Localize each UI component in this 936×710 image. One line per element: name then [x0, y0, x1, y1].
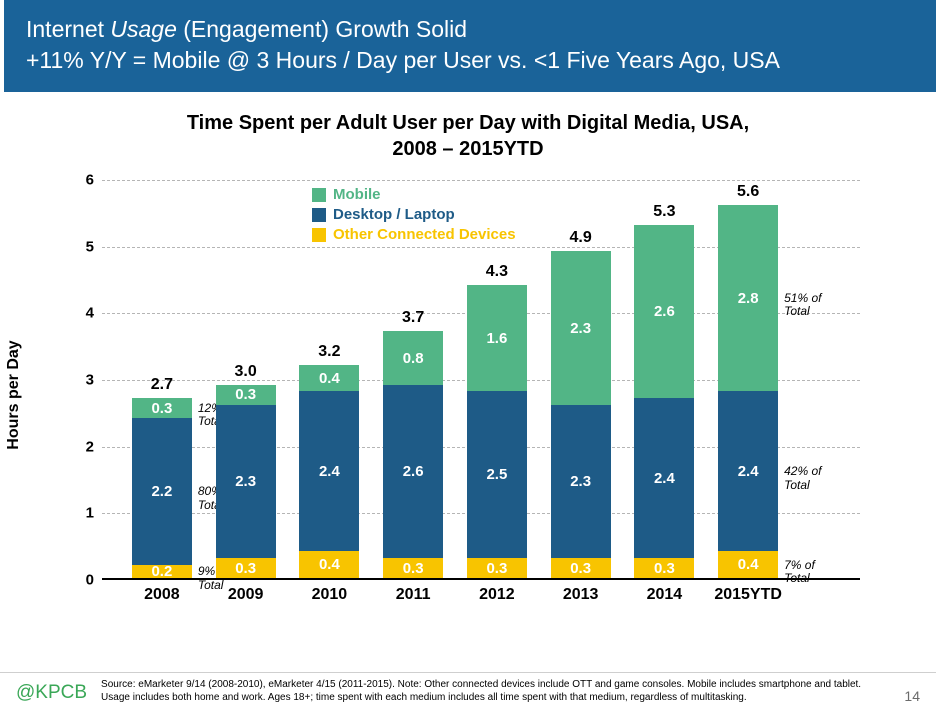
slide-footer: @KPCB Source: eMarketer 9/14 (2008-2010)…	[0, 672, 936, 704]
header-line-2: +11% Y/Y = Mobile @ 3 Hours / Day per Us…	[26, 45, 914, 76]
bar-annotation: 51% ofTotal	[784, 292, 821, 318]
bar-segment: 0.3	[383, 558, 443, 578]
bar-total-label: 5.6	[737, 183, 759, 201]
bar-segment: 0.2	[132, 565, 192, 578]
bar-segment: 0.4	[299, 365, 359, 392]
legend-row: Mobile	[312, 186, 516, 203]
legend-row: Other Connected Devices	[312, 226, 516, 243]
bar-segment: 0.3	[216, 385, 276, 405]
chart-plot: 012345620080.32.20.22.712% ofTotal80% of…	[102, 180, 860, 580]
y-tick-label: 2	[86, 438, 94, 455]
bar-segment: 0.4	[718, 551, 778, 578]
bar-total-label: 4.9	[570, 229, 592, 247]
bar-total-label: 4.3	[486, 263, 508, 281]
y-tick-label: 5	[86, 238, 94, 255]
legend-label: Mobile	[333, 186, 381, 203]
legend-swatch	[312, 228, 326, 242]
bar-total-label: 2.7	[151, 376, 173, 394]
bar-group: 2.62.40.35.3	[634, 225, 694, 578]
bar-segment: 1.6	[467, 285, 527, 392]
legend-label: Desktop / Laptop	[333, 206, 455, 223]
chart-area: Hours per Day 012345620080.32.20.22.712%…	[70, 180, 860, 610]
slide-header: Internet Usage (Engagement) Growth Solid…	[0, 0, 936, 92]
bar-segment: 2.4	[299, 391, 359, 551]
legend-label: Other Connected Devices	[333, 226, 516, 243]
gridline	[102, 180, 860, 181]
x-tick-label: 2009	[228, 586, 264, 604]
legend-swatch	[312, 188, 326, 202]
y-axis-title: Hours per Day	[5, 340, 23, 449]
bar-segment: 0.3	[216, 558, 276, 578]
y-tick-label: 0	[86, 572, 94, 589]
bar-group: 0.42.40.43.2	[299, 365, 359, 578]
chart-title-line: Time Spent per Adult User per Day with D…	[187, 112, 749, 134]
bar-segment: 2.6	[634, 225, 694, 398]
bar-segment: 2.5	[467, 391, 527, 558]
bar-segment: 0.4	[299, 551, 359, 578]
bar-segment: 0.3	[132, 398, 192, 418]
bar-total-label: 3.2	[318, 343, 340, 361]
legend-swatch	[312, 208, 326, 222]
bar-segment: 2.8	[718, 205, 778, 392]
header-text: Internet	[26, 16, 110, 42]
bar-segment: 2.4	[634, 398, 694, 558]
x-tick-label: 2012	[479, 586, 515, 604]
bar-annotation: 7% ofTotal	[784, 559, 815, 585]
x-tick-label: 2015YTD	[714, 586, 782, 604]
bar-segment: 2.3	[216, 405, 276, 558]
bar-segment: 2.4	[718, 391, 778, 551]
brand-handle: @KPCB	[16, 676, 87, 704]
bar-total-label: 3.0	[235, 363, 257, 381]
x-tick-label: 2014	[647, 586, 683, 604]
bar-segment: 0.3	[467, 558, 527, 578]
bar-group: 2.32.30.34.9	[551, 251, 611, 578]
bar-group: 1.62.50.34.3	[467, 285, 527, 578]
y-tick-label: 4	[86, 305, 94, 322]
bar-group: 0.32.20.22.7	[132, 398, 192, 578]
bar-segment: 0.8	[383, 331, 443, 384]
header-text: (Engagement) Growth Solid	[177, 16, 467, 42]
bar-group: 2.82.40.45.6	[718, 205, 778, 578]
bar-segment: 2.6	[383, 385, 443, 558]
bar-total-label: 5.3	[653, 203, 675, 221]
bar-segment: 0.3	[634, 558, 694, 578]
bar-segment: 0.3	[551, 558, 611, 578]
page-number: 14	[904, 682, 920, 704]
bar-group: 0.82.60.33.7	[383, 331, 443, 578]
header-line-1: Internet Usage (Engagement) Growth Solid	[26, 14, 914, 45]
chart-title: Time Spent per Adult User per Day with D…	[40, 110, 896, 162]
x-tick-label: 2013	[563, 586, 599, 604]
bar-total-label: 3.7	[402, 309, 424, 327]
x-tick-label: 2010	[312, 586, 348, 604]
y-tick-label: 1	[86, 505, 94, 522]
chart-legend: Mobile Desktop / Laptop Other Connected De…	[312, 186, 516, 246]
x-tick-label: 2011	[396, 586, 431, 604]
y-tick-label: 6	[86, 172, 94, 189]
legend-row: Desktop / Laptop	[312, 206, 516, 223]
x-tick-label: 2008	[144, 586, 180, 604]
bar-segment: 2.3	[551, 251, 611, 404]
bar-annotation: 42% ofTotal	[784, 465, 821, 491]
bar-segment: 2.3	[551, 405, 611, 558]
bar-group: 0.32.30.33.0	[216, 385, 276, 578]
header-emphasis: Usage	[110, 16, 176, 42]
chart-title-line: 2008 – 2015YTD	[392, 138, 543, 160]
source-note: Source: eMarketer 9/14 (2008-2010), eMar…	[101, 673, 888, 704]
bar-segment: 2.2	[132, 418, 192, 565]
y-tick-label: 3	[86, 372, 94, 389]
